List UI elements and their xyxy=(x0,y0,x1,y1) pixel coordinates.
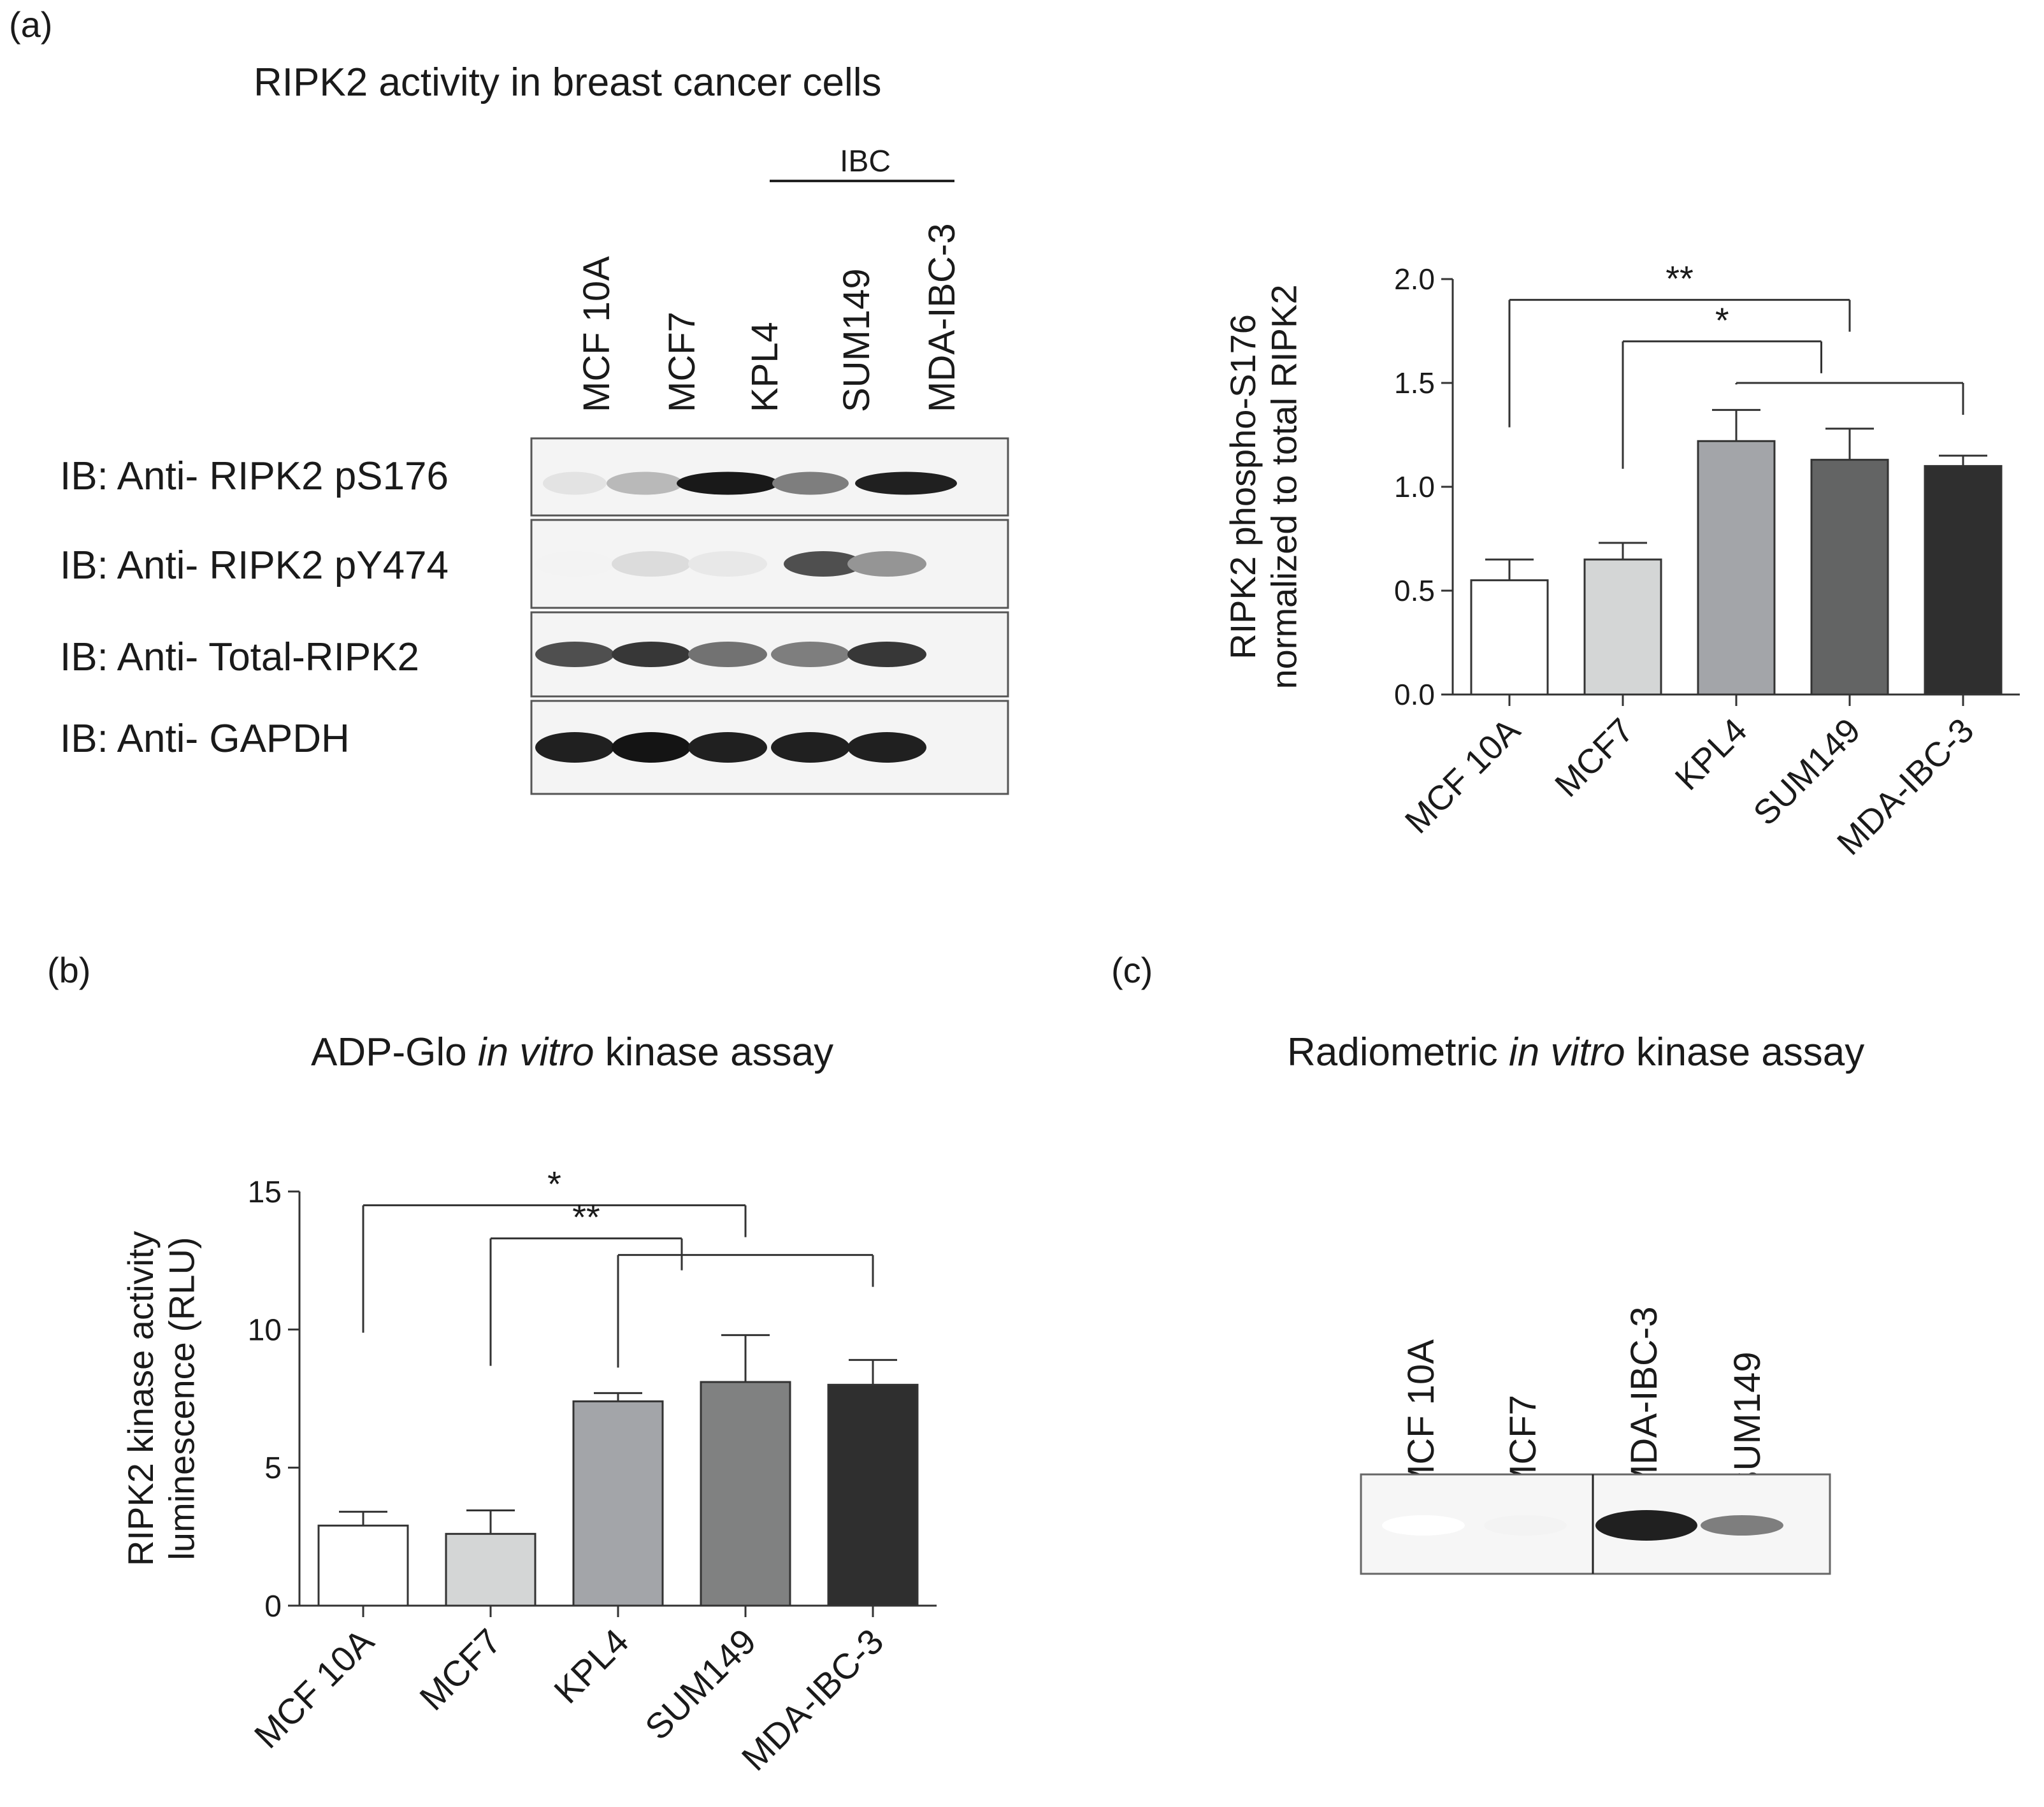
x-tick-label: SUM149 xyxy=(637,1621,764,1748)
panel-a-title: RIPK2 activity in breast cancer cells xyxy=(254,61,882,104)
significance-bracket: * xyxy=(1622,300,1822,469)
blot-strip xyxy=(530,611,1009,698)
x-tick-label: MCF7 xyxy=(412,1621,508,1718)
panel-b-label: (b) xyxy=(47,950,91,990)
y-tick-label: 15 xyxy=(248,1176,282,1209)
significance-bracket xyxy=(1735,382,1964,415)
y-tick-label: 5 xyxy=(264,1451,282,1485)
western-blot-panel-a xyxy=(530,437,1009,795)
blot-band xyxy=(612,732,691,763)
ib-label-total: IB: Anti- Total-RIPK2 xyxy=(60,635,419,679)
x-tick-label: SUM149 xyxy=(1746,711,1868,833)
ib-label-py474: IB: Anti- RIPK2 pY474 xyxy=(60,544,449,587)
blot-strip xyxy=(530,700,1009,795)
y-axis-label: RIPK2 kinase activity xyxy=(120,1231,161,1566)
blot-band xyxy=(535,551,614,577)
blot-band xyxy=(847,732,926,763)
blot-band xyxy=(855,472,957,495)
blot-band xyxy=(543,472,607,495)
y-tick-label: 10 xyxy=(248,1313,282,1347)
panel-c-label: (c) xyxy=(1111,950,1153,990)
blot-band xyxy=(535,642,614,667)
bar xyxy=(1470,579,1549,696)
a-lane-label: MCF7 xyxy=(661,312,703,412)
blot-band xyxy=(612,642,691,667)
significance-label: ** xyxy=(1666,259,1694,299)
y-tick-label: 0.5 xyxy=(1394,574,1435,607)
bar xyxy=(1583,558,1662,696)
bar xyxy=(1810,459,1889,696)
blot-band xyxy=(1382,1515,1465,1536)
significance-bracket: ** xyxy=(1508,259,1851,428)
bar xyxy=(827,1383,919,1607)
bar xyxy=(1697,440,1776,696)
x-tick-label: MCF7 xyxy=(1548,711,1641,804)
a-lane-label: SUM149 xyxy=(836,268,877,412)
a-lane-label: MDA-IBC-3 xyxy=(921,223,963,412)
bar xyxy=(445,1532,536,1607)
blot-band xyxy=(1484,1515,1567,1536)
y-tick-label: 0 xyxy=(264,1590,282,1623)
blot-band xyxy=(688,551,767,577)
y-tick-label: 0.0 xyxy=(1394,678,1435,711)
blot-band xyxy=(771,642,850,667)
blot-band xyxy=(1595,1510,1697,1541)
blot-band xyxy=(847,642,926,667)
a-lane-label: MCF 10A xyxy=(576,256,617,412)
significance-label: * xyxy=(547,1164,561,1204)
ibc-bracket-line xyxy=(770,180,954,182)
y-tick-label: 1.0 xyxy=(1394,470,1435,503)
x-tick-label: MCF 10A xyxy=(1398,711,1528,841)
panel-c-title: Radiometric in vitro kinase assay xyxy=(1287,1030,1865,1074)
significance-bracket xyxy=(617,1254,874,1368)
significance-bracket: * xyxy=(362,1164,747,1333)
x-tick-label: KPL4 xyxy=(546,1621,636,1711)
blot-band xyxy=(1701,1515,1783,1536)
significance-label: * xyxy=(1715,300,1729,340)
blot-band xyxy=(535,732,614,763)
blot-band xyxy=(784,551,863,577)
y-tick-label: 1.5 xyxy=(1394,366,1435,400)
blot-strip xyxy=(530,437,1009,517)
y-axis-label: luminescence (RLU) xyxy=(161,1237,201,1560)
blot-band xyxy=(607,472,683,495)
significance-bracket: ** xyxy=(489,1197,683,1366)
c-lane-label: MDA-IBC-3 xyxy=(1623,1306,1665,1495)
panel-b-title: ADP-Glo in vitro kinase assay xyxy=(311,1030,834,1074)
y-axis-label: normalized to total RIPK2 xyxy=(1263,285,1304,689)
blot-strip xyxy=(530,519,1009,609)
c-lane-label: MCF 10A xyxy=(1400,1339,1442,1495)
bar xyxy=(572,1400,664,1607)
radiometric-blot xyxy=(1360,1473,1831,1575)
ib-label-ps176: IB: Anti- RIPK2 pS176 xyxy=(60,454,449,498)
x-tick-label: MCF 10A xyxy=(247,1620,382,1755)
blot-band xyxy=(847,551,926,577)
significance-label: ** xyxy=(572,1197,600,1237)
blot-band xyxy=(612,551,691,577)
a-lane-label: KPL4 xyxy=(744,322,786,412)
bar xyxy=(700,1381,791,1607)
bar xyxy=(317,1524,409,1607)
blot-band xyxy=(688,642,767,667)
ib-label-gapdh: IB: Anti- GAPDH xyxy=(60,717,350,761)
blot-band xyxy=(688,732,767,763)
bar xyxy=(1924,464,2003,696)
y-tick-label: 2.0 xyxy=(1394,263,1435,296)
panel-a-label: (a) xyxy=(9,4,53,45)
blot-band xyxy=(771,732,850,763)
ibc-label: IBC xyxy=(840,145,891,178)
blot-band xyxy=(677,472,779,495)
blot-band xyxy=(772,472,849,495)
y-axis-label: RIPK2 phospho-S176 xyxy=(1223,314,1263,659)
x-tick-label: KPL4 xyxy=(1668,711,1755,798)
